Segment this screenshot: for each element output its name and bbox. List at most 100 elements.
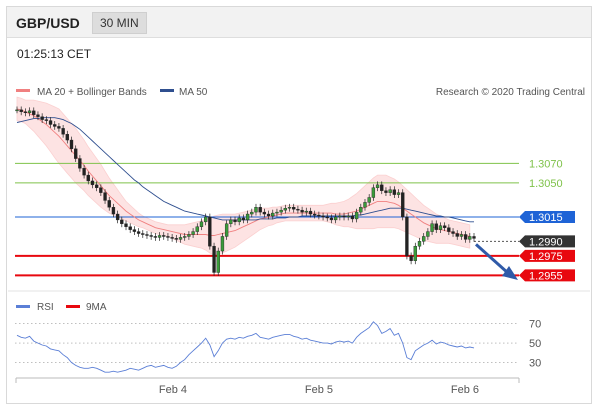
candle	[346, 212, 350, 221]
candle	[149, 232, 153, 240]
candle	[183, 233, 187, 241]
candle	[216, 247, 220, 276]
candle-body	[40, 116, 44, 120]
candle	[417, 237, 422, 250]
x-tick-label: Feb 5	[305, 384, 333, 396]
candle-body	[262, 211, 267, 215]
candle-body	[434, 223, 438, 230]
candle	[237, 214, 241, 226]
rsi-pane: 70 50 30	[15, 319, 541, 373]
candle	[250, 208, 254, 218]
candle	[245, 210, 250, 224]
candle-body	[275, 211, 279, 214]
candle	[124, 220, 128, 231]
candle-body	[430, 223, 434, 232]
legend-ma50-swatch	[160, 89, 174, 92]
candle	[32, 107, 36, 119]
candle-body	[136, 231, 141, 234]
candle	[405, 213, 409, 260]
price-levels: 1.3070 1.3050 1.3015 1.2990 1.2975 1.2955	[15, 158, 575, 282]
candle-body	[283, 208, 287, 211]
candle-body	[174, 238, 178, 240]
candle-body	[99, 187, 103, 193]
candle	[447, 224, 451, 235]
ma20-line	[16, 108, 470, 237]
candle-body	[296, 208, 300, 211]
candle	[380, 181, 384, 195]
candle-body	[86, 174, 90, 182]
candle-body	[266, 213, 271, 217]
candle-body	[44, 119, 49, 121]
candle	[442, 222, 447, 232]
candle-body	[90, 180, 95, 186]
legend-ma20-label: MA 20 + Bollinger Bands	[37, 87, 147, 98]
candle-body	[199, 221, 204, 227]
candle	[413, 242, 417, 265]
candle	[313, 210, 317, 219]
timeframe-button[interactable]: 30 MIN	[92, 12, 147, 34]
candle	[363, 198, 367, 211]
candle-body	[23, 111, 28, 114]
candle-body	[354, 211, 359, 220]
candle-body	[103, 192, 107, 201]
candle-body	[132, 229, 137, 232]
candle-body	[279, 209, 283, 213]
x-tick-label: Feb 6	[451, 384, 479, 396]
candle	[438, 222, 443, 234]
candle	[468, 233, 472, 243]
legend-ma20-swatch	[16, 89, 30, 92]
candle-body	[472, 236, 476, 239]
candle	[111, 203, 116, 218]
support-label: 1.2975	[529, 251, 563, 263]
candle	[472, 233, 476, 242]
candle	[65, 130, 69, 144]
candle	[333, 213, 338, 224]
legend-ma50-label: MA 50	[179, 87, 208, 98]
candle	[434, 220, 438, 234]
candle-body	[153, 236, 158, 238]
candle-body	[195, 226, 199, 232]
candle-body	[447, 227, 451, 232]
candle	[388, 186, 392, 197]
candle	[74, 145, 78, 162]
candle-body	[183, 236, 187, 238]
candle	[296, 205, 300, 214]
candle-body	[413, 245, 417, 261]
candle	[375, 181, 380, 192]
candle-body	[313, 213, 317, 216]
candle-body	[191, 231, 195, 235]
candle	[451, 228, 455, 237]
candle	[69, 136, 74, 153]
candle	[187, 231, 191, 240]
rsi-tick-label: 50	[529, 338, 541, 350]
candle-body	[224, 223, 229, 237]
candle	[292, 203, 296, 213]
candle-body	[212, 245, 216, 273]
candle	[170, 234, 174, 242]
candle	[15, 106, 19, 114]
candle-body	[426, 231, 430, 237]
candle-body	[401, 192, 405, 218]
candle-body	[308, 210, 313, 215]
candle-body	[61, 128, 65, 135]
candle	[254, 203, 258, 216]
candle-body	[32, 110, 36, 115]
candle-body	[342, 215, 346, 218]
candle-body	[48, 120, 53, 125]
candle	[392, 186, 397, 198]
candle	[128, 223, 132, 234]
candle	[338, 212, 342, 221]
candle	[275, 208, 279, 217]
candle-body	[250, 211, 254, 215]
candle-body	[69, 139, 74, 150]
candle-body	[459, 234, 464, 237]
candle-body	[392, 189, 397, 195]
candle-body	[405, 216, 409, 257]
candle-body	[380, 184, 384, 191]
last-price-tag	[519, 235, 575, 248]
candle-body	[325, 216, 329, 219]
candle-body	[233, 219, 237, 223]
candle	[279, 206, 283, 216]
bollinger-band	[16, 96, 471, 256]
